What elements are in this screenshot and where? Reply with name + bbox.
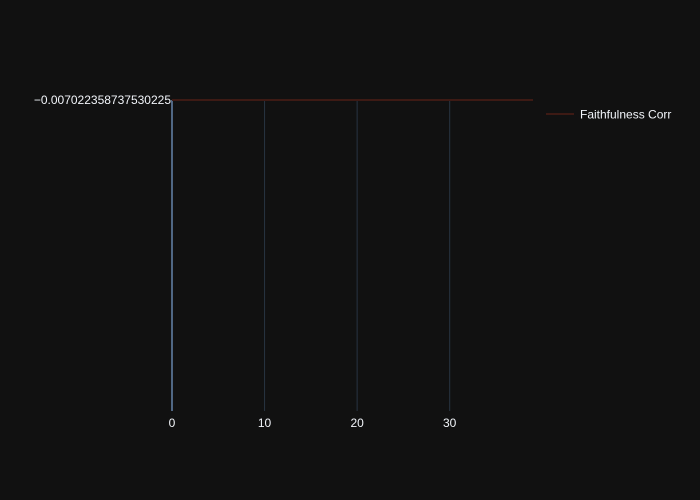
legend-label-faithfulness-corr[interactable]: Faithfulness Corr <box>580 108 671 122</box>
x-tick-label: 30 <box>443 416 457 430</box>
y-tick-label: −0.007022358737530225 <box>34 93 171 107</box>
x-tick-label: 0 <box>169 416 176 430</box>
x-axis-ticks: 0 10 20 30 <box>169 416 457 430</box>
y-axis-ticks: −0.007022358737530225 <box>34 93 171 107</box>
gridlines <box>171 100 451 411</box>
legend[interactable]: Faithfulness Corr <box>546 108 671 122</box>
x-tick-label: 10 <box>258 416 272 430</box>
x-tick-label: 20 <box>350 416 364 430</box>
